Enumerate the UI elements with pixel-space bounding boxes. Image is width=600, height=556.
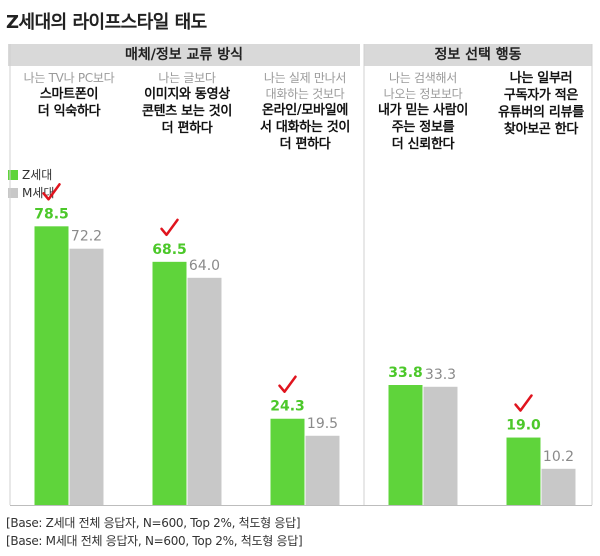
data-label-z-4: 33.8 [388, 365, 423, 381]
bar-m-5 [542, 469, 576, 505]
bar-m-3 [306, 436, 340, 505]
data-label-z-2: 68.5 [152, 242, 187, 258]
data-label-m-2: 64.0 [189, 258, 220, 274]
checkmark-icon-1 [44, 184, 60, 199]
checkmark-icon-5 [516, 396, 532, 411]
bar-z-3 [271, 419, 305, 505]
bar-z-1 [35, 226, 69, 505]
bar-z-2 [153, 262, 187, 505]
data-label-m-1: 72.2 [71, 229, 102, 245]
checkmark-icon-3 [280, 377, 296, 392]
bar-m-1 [70, 249, 104, 505]
data-label-z-3: 24.3 [270, 399, 305, 415]
data-label-m-3: 19.5 [307, 416, 338, 432]
data-label-z-1: 78.5 [34, 206, 69, 222]
footnote-m: [Base: M세대 전체 응답자, N=600, Top 2%, 척도형 응답… [6, 532, 302, 549]
footnote-z: [Base: Z세대 전체 응답자, N=600, Top 2%, 척도형 응답… [6, 514, 300, 531]
bar-z-4 [389, 385, 423, 505]
data-label-m-5: 10.2 [543, 449, 574, 465]
bar-z-5 [507, 438, 541, 505]
bar-m-4 [424, 387, 458, 505]
bar-m-2 [188, 278, 222, 505]
data-label-z-5: 19.0 [506, 418, 541, 434]
data-label-m-4: 33.3 [425, 367, 456, 383]
checkmark-icon-2 [162, 220, 178, 235]
